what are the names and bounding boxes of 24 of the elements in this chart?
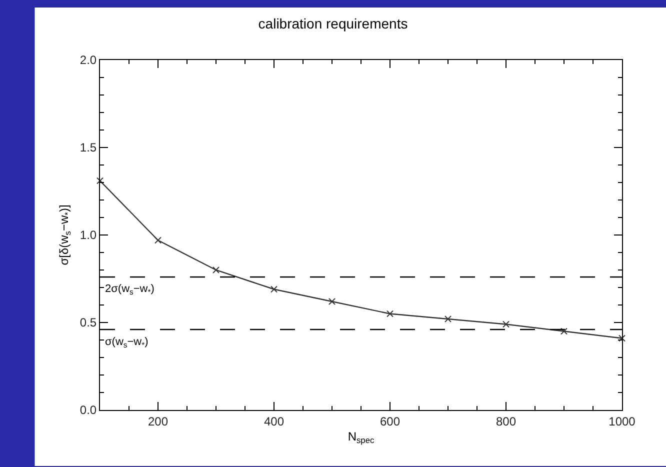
point	[270, 286, 278, 293]
point	[154, 236, 162, 244]
point	[618, 334, 626, 342]
point	[96, 177, 104, 184]
y-tick-label: 0.0	[80, 403, 97, 418]
chart-title: calibration requirements	[258, 15, 408, 32]
y-tick-label: 0.5	[80, 316, 97, 330]
point	[560, 328, 568, 335]
x-tick-label: 800	[496, 414, 516, 428]
x-tick-label: 1000	[608, 414, 636, 428]
x-tick-label: 400	[264, 414, 284, 428]
point	[386, 310, 394, 318]
point	[328, 298, 336, 305]
x-axis-title: N$_{spec}$	[348, 429, 374, 445]
point	[502, 320, 510, 328]
x-tick-label: 600	[380, 414, 400, 428]
y-tick-label: 1.0	[80, 228, 97, 242]
x-tick-label: 200	[148, 414, 168, 428]
point	[444, 316, 452, 322]
point	[212, 266, 220, 274]
y-tick-label: 2.0	[80, 53, 97, 68]
ref-line-label: σ(w$_{s}$−w$_{*}$)	[105, 336, 148, 350]
ref-line-label: 2σ(w$_{s}$−w$_{*}$)	[105, 283, 154, 296]
y-tick-label: 1.5	[80, 140, 97, 155]
